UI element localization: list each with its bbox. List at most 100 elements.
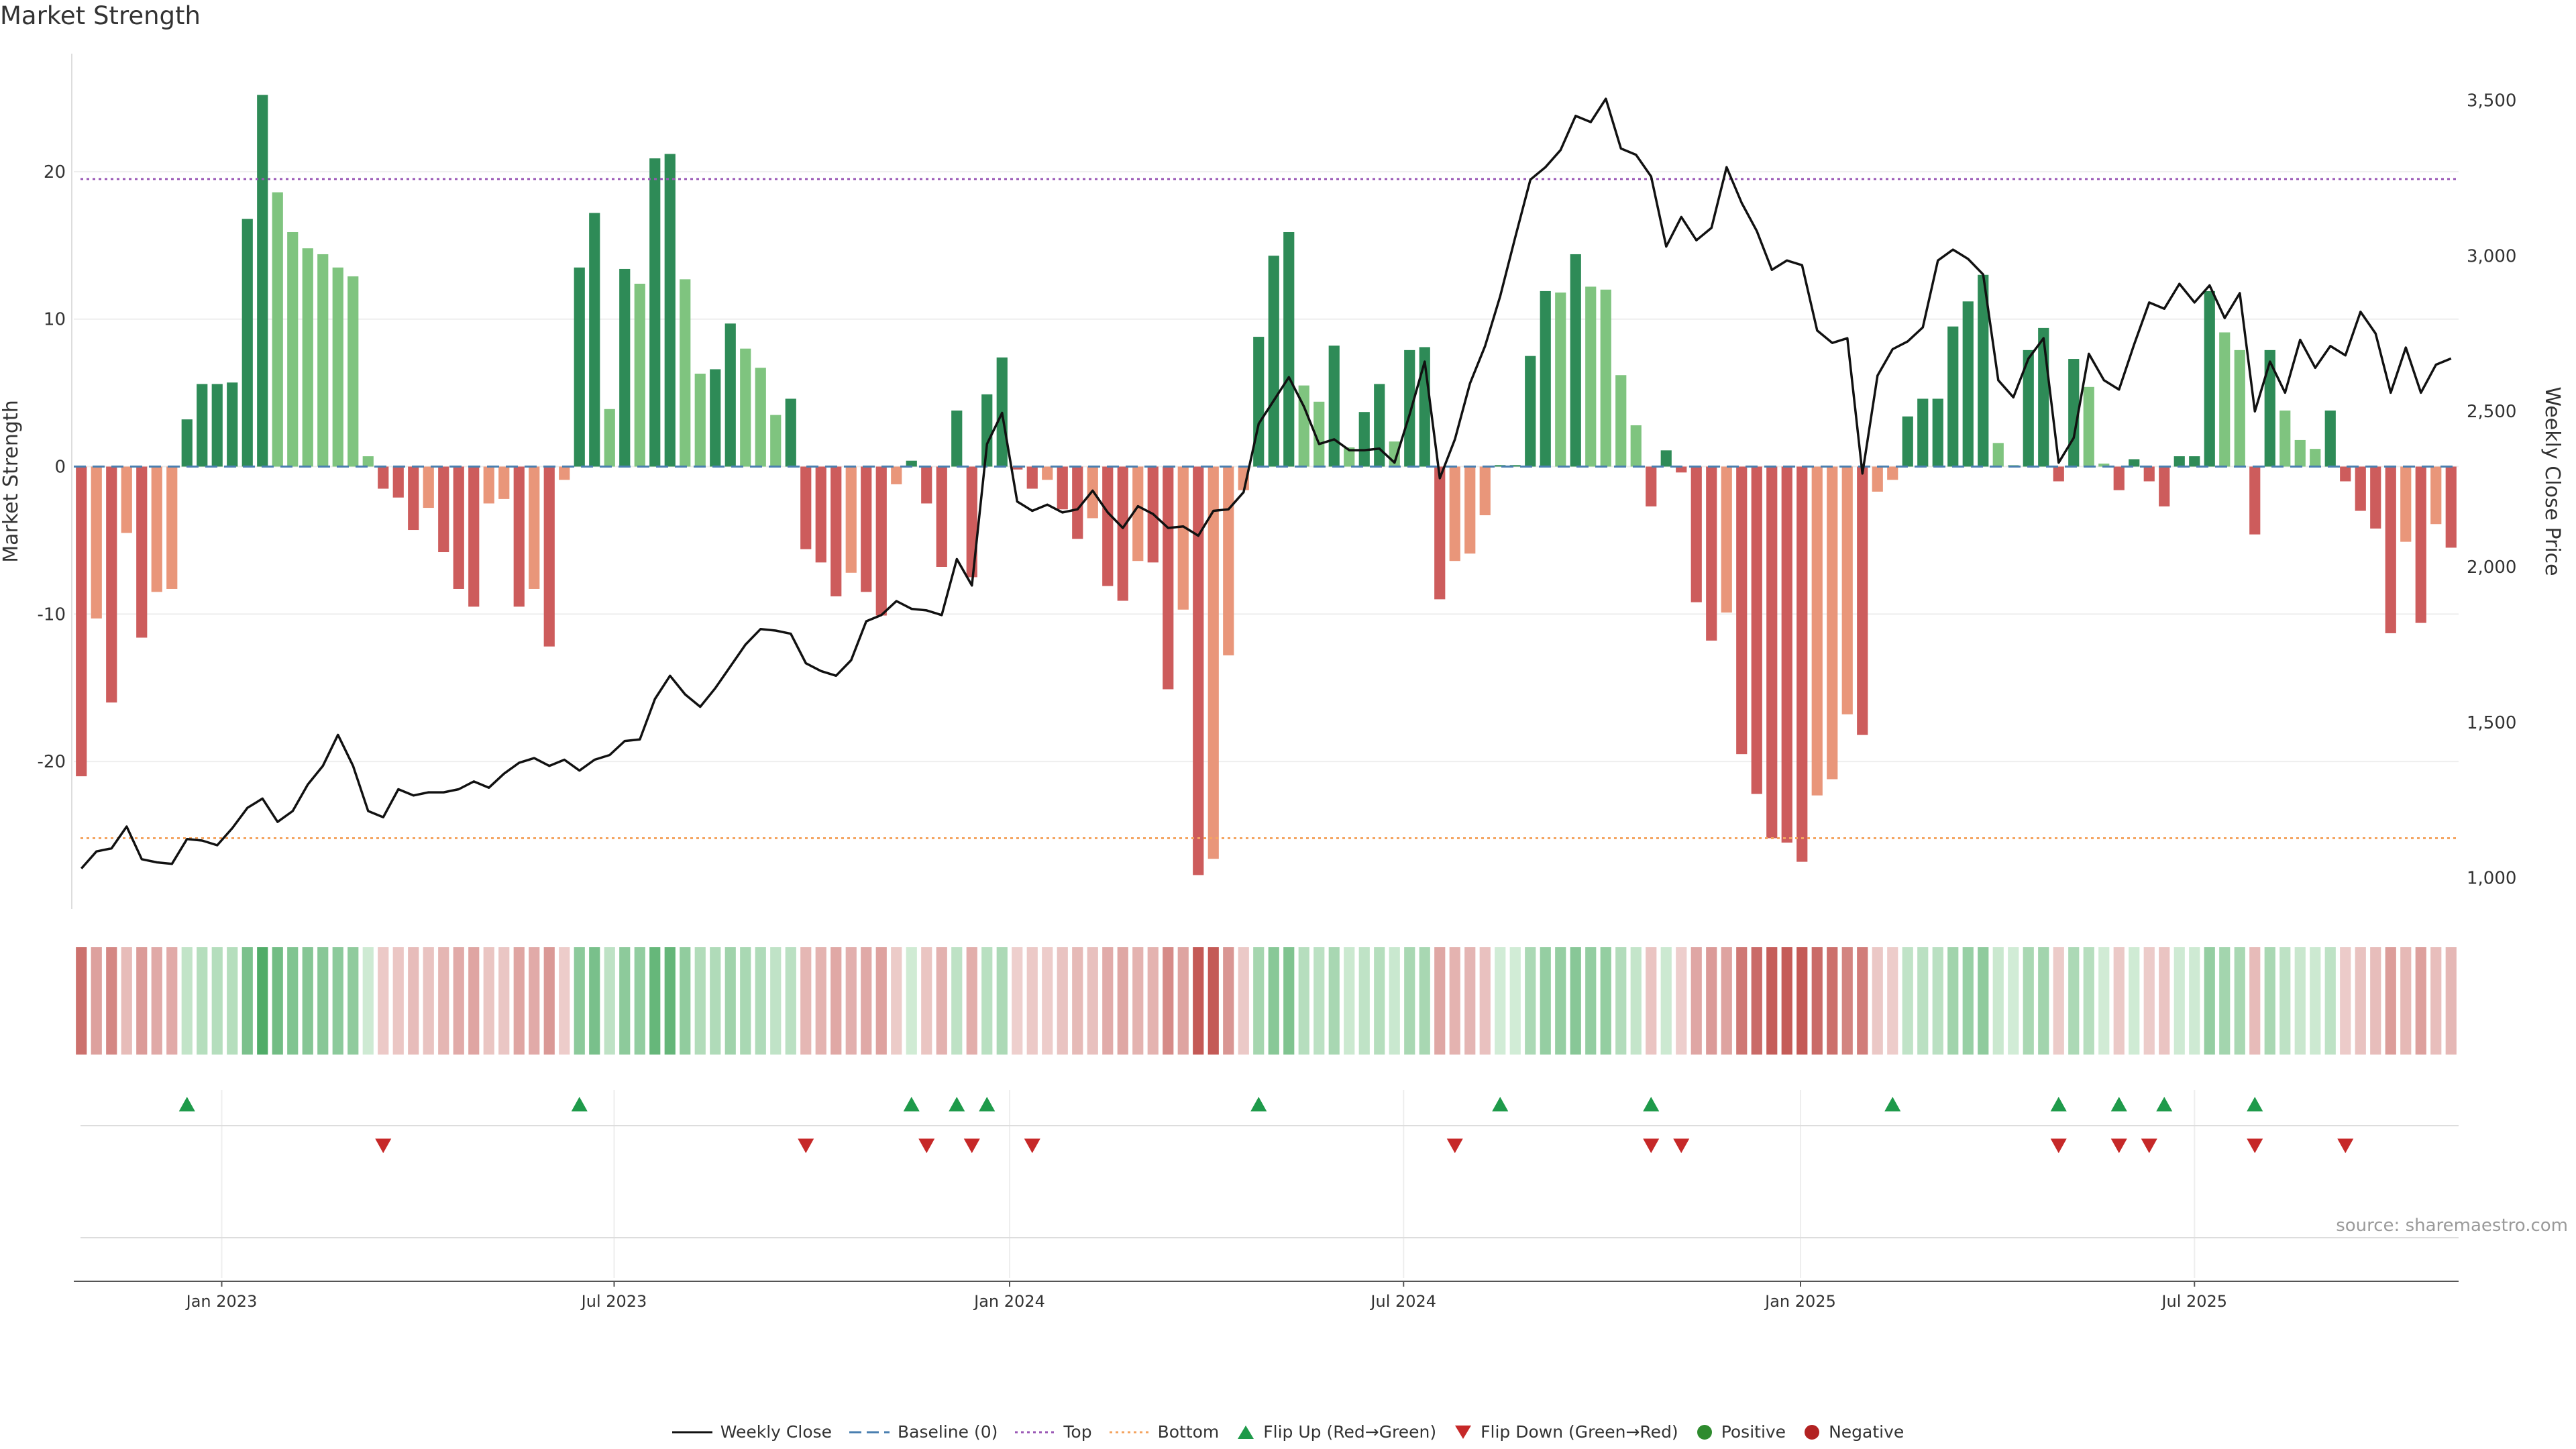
heat-strip-cell	[121, 947, 132, 1055]
weekly-close-line	[80, 97, 2452, 869]
heat-strip-cell	[1358, 947, 1370, 1055]
heat-strip-cell	[2053, 947, 2064, 1055]
heat-strip-cell	[2068, 947, 2080, 1055]
strength-bar	[317, 254, 329, 467]
strength-bar	[1811, 466, 1823, 796]
positive-dot-icon	[1697, 1424, 1712, 1440]
legend-label: Baseline (0)	[898, 1422, 998, 1442]
heat-strip-cell	[197, 947, 208, 1055]
flip-down-marker	[918, 1138, 935, 1153]
strength-bar	[1057, 466, 1068, 510]
heat-strip-cell	[1404, 947, 1415, 1055]
heat-strip-cell	[1479, 947, 1491, 1055]
strength-bar	[2129, 459, 2140, 467]
strength-bar	[906, 460, 917, 467]
flip-down-marker	[2247, 1138, 2263, 1153]
strength-bar	[257, 95, 268, 467]
heat-strip-cell	[1646, 947, 1657, 1055]
heat-strip-cell	[1344, 947, 1355, 1055]
heat-strip-cell	[891, 947, 902, 1055]
heat-strip-cell	[1238, 947, 1249, 1055]
legend-label: Weekly Close	[720, 1422, 833, 1442]
strength-bar	[106, 466, 117, 703]
heat-strip-cell	[332, 947, 343, 1055]
heat-strip-cell	[875, 947, 887, 1055]
strength-bar	[755, 368, 766, 467]
heat-strip-cell	[241, 947, 253, 1055]
heat-strip-cell	[800, 947, 812, 1055]
heat-strip-cell	[1163, 947, 1174, 1055]
heat-strip-cell	[2159, 947, 2170, 1055]
heat-strip-cell	[755, 947, 766, 1055]
strength-bar	[1072, 466, 1083, 539]
strength-bar	[1012, 466, 1023, 470]
heat-strip-cell	[91, 947, 102, 1055]
strength-bar	[1253, 337, 1265, 467]
heat-strip-cell	[1449, 947, 1460, 1055]
heat-strip-cell	[694, 947, 706, 1055]
strength-bar	[2445, 466, 2457, 548]
heat-strip-cell	[453, 947, 464, 1055]
heat-strip-cell	[392, 947, 404, 1055]
strength-bar	[589, 213, 600, 467]
strength-bar	[2189, 456, 2200, 467]
negative-dot-icon	[1805, 1424, 1820, 1440]
flip-up-marker	[1884, 1097, 1901, 1112]
heat-strip-cell	[2445, 947, 2457, 1055]
heat-strip-cell	[710, 947, 721, 1055]
strength-bar	[513, 466, 525, 607]
heat-strip-cell	[1887, 947, 1898, 1055]
heat-strip-cell	[272, 947, 283, 1055]
heat-strip-cell	[1072, 947, 1083, 1055]
heat-strip-cell	[423, 947, 434, 1055]
heat-strip-cell	[1585, 947, 1597, 1055]
strength-bar	[529, 466, 540, 589]
strength-bar	[936, 466, 947, 567]
heat-strip-cell	[1026, 947, 1038, 1055]
strength-bar	[2400, 466, 2412, 542]
strength-bar	[2340, 466, 2351, 482]
heat-strip-cell	[604, 947, 615, 1055]
strength-bar	[1268, 256, 1279, 467]
strength-bar	[891, 466, 902, 484]
strength-bar	[1163, 466, 1174, 690]
heat-strip-cell	[1766, 947, 1778, 1055]
heat-strip-cell	[664, 947, 676, 1055]
strength-bar	[1464, 466, 1476, 554]
flip-up-marker	[1250, 1097, 1267, 1112]
heat-strip-cell	[1796, 947, 1808, 1055]
heat-strip-cell	[921, 947, 932, 1055]
heat-strip-cell	[529, 947, 540, 1055]
flip-up-marker	[2156, 1097, 2173, 1112]
strength-bar	[1570, 254, 1581, 467]
heat-strip-cell	[1177, 947, 1189, 1055]
heat-strip-cell	[1087, 947, 1098, 1055]
heat-strip-cell	[2008, 947, 2019, 1055]
heat-strip-cell	[1283, 947, 1295, 1055]
flip-down-marker	[375, 1138, 392, 1153]
strength-bar	[1026, 466, 1038, 489]
strength-bar	[1630, 425, 1642, 467]
strength-bar	[1690, 466, 1702, 602]
legend-flip-down: Flip Down (Green→Red)	[1454, 1422, 1678, 1442]
strength-bar	[724, 323, 736, 467]
strength-bar	[1495, 465, 1506, 467]
strength-bar	[1223, 466, 1234, 655]
heat-strip-cell	[2083, 947, 2094, 1055]
strength-bar	[362, 456, 374, 467]
heat-strip-cell	[1208, 947, 1219, 1055]
heat-strip-cell	[1781, 947, 1792, 1055]
legend-weekly-close: Weekly Close	[672, 1422, 832, 1442]
legend-positive: Positive	[1696, 1422, 1786, 1442]
heat-strip-cell	[1509, 947, 1521, 1055]
strength-bar	[1404, 350, 1415, 467]
heat-strip-cell	[1419, 947, 1430, 1055]
strength-bar	[302, 248, 313, 467]
strength-bar	[166, 466, 178, 589]
strength-bar	[785, 398, 796, 467]
heat-strip-cell	[1992, 947, 2004, 1055]
heat-strip-cell	[770, 947, 782, 1055]
strength-bar	[1313, 401, 1325, 467]
heat-strip-cell	[106, 947, 117, 1055]
triangle-down-icon	[1455, 1425, 1472, 1439]
